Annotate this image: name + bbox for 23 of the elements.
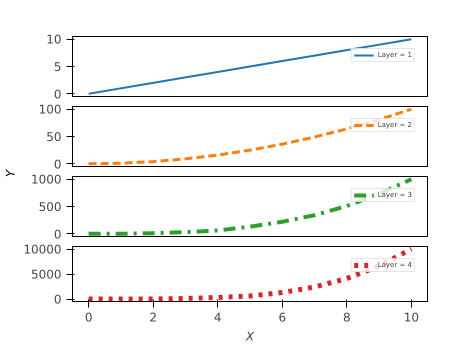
y-tick-label: 0 xyxy=(54,292,62,306)
y-tick-label: 10000 xyxy=(23,242,62,256)
line-series xyxy=(86,177,414,236)
y-tick-label: 100 xyxy=(38,102,62,117)
y-tick-label: 10 xyxy=(46,32,62,47)
y-tick-label: 0 xyxy=(54,157,62,172)
y-tick-label: 5 xyxy=(54,60,62,74)
y-tick-label: 500 xyxy=(38,200,62,214)
x-tick-label: 2 xyxy=(149,310,158,324)
line-series xyxy=(88,38,412,95)
x-tick-label: 0 xyxy=(84,310,92,324)
x-axis-title: X xyxy=(244,330,255,344)
x-tick-label: 6 xyxy=(278,310,286,324)
line-series xyxy=(87,108,413,166)
y-tick-label: 0 xyxy=(54,87,62,102)
y-axis-title: Y xyxy=(4,168,18,178)
x-tick-label: 8 xyxy=(343,310,351,324)
x-tick-label: 10 xyxy=(404,310,420,324)
x-tick-label: 4 xyxy=(214,310,222,324)
y-tick-label: 0 xyxy=(54,227,62,242)
y-tick-label: 50 xyxy=(46,130,62,144)
y-tick-label: 5000 xyxy=(30,268,62,282)
y-tick-label: 1000 xyxy=(30,172,62,187)
